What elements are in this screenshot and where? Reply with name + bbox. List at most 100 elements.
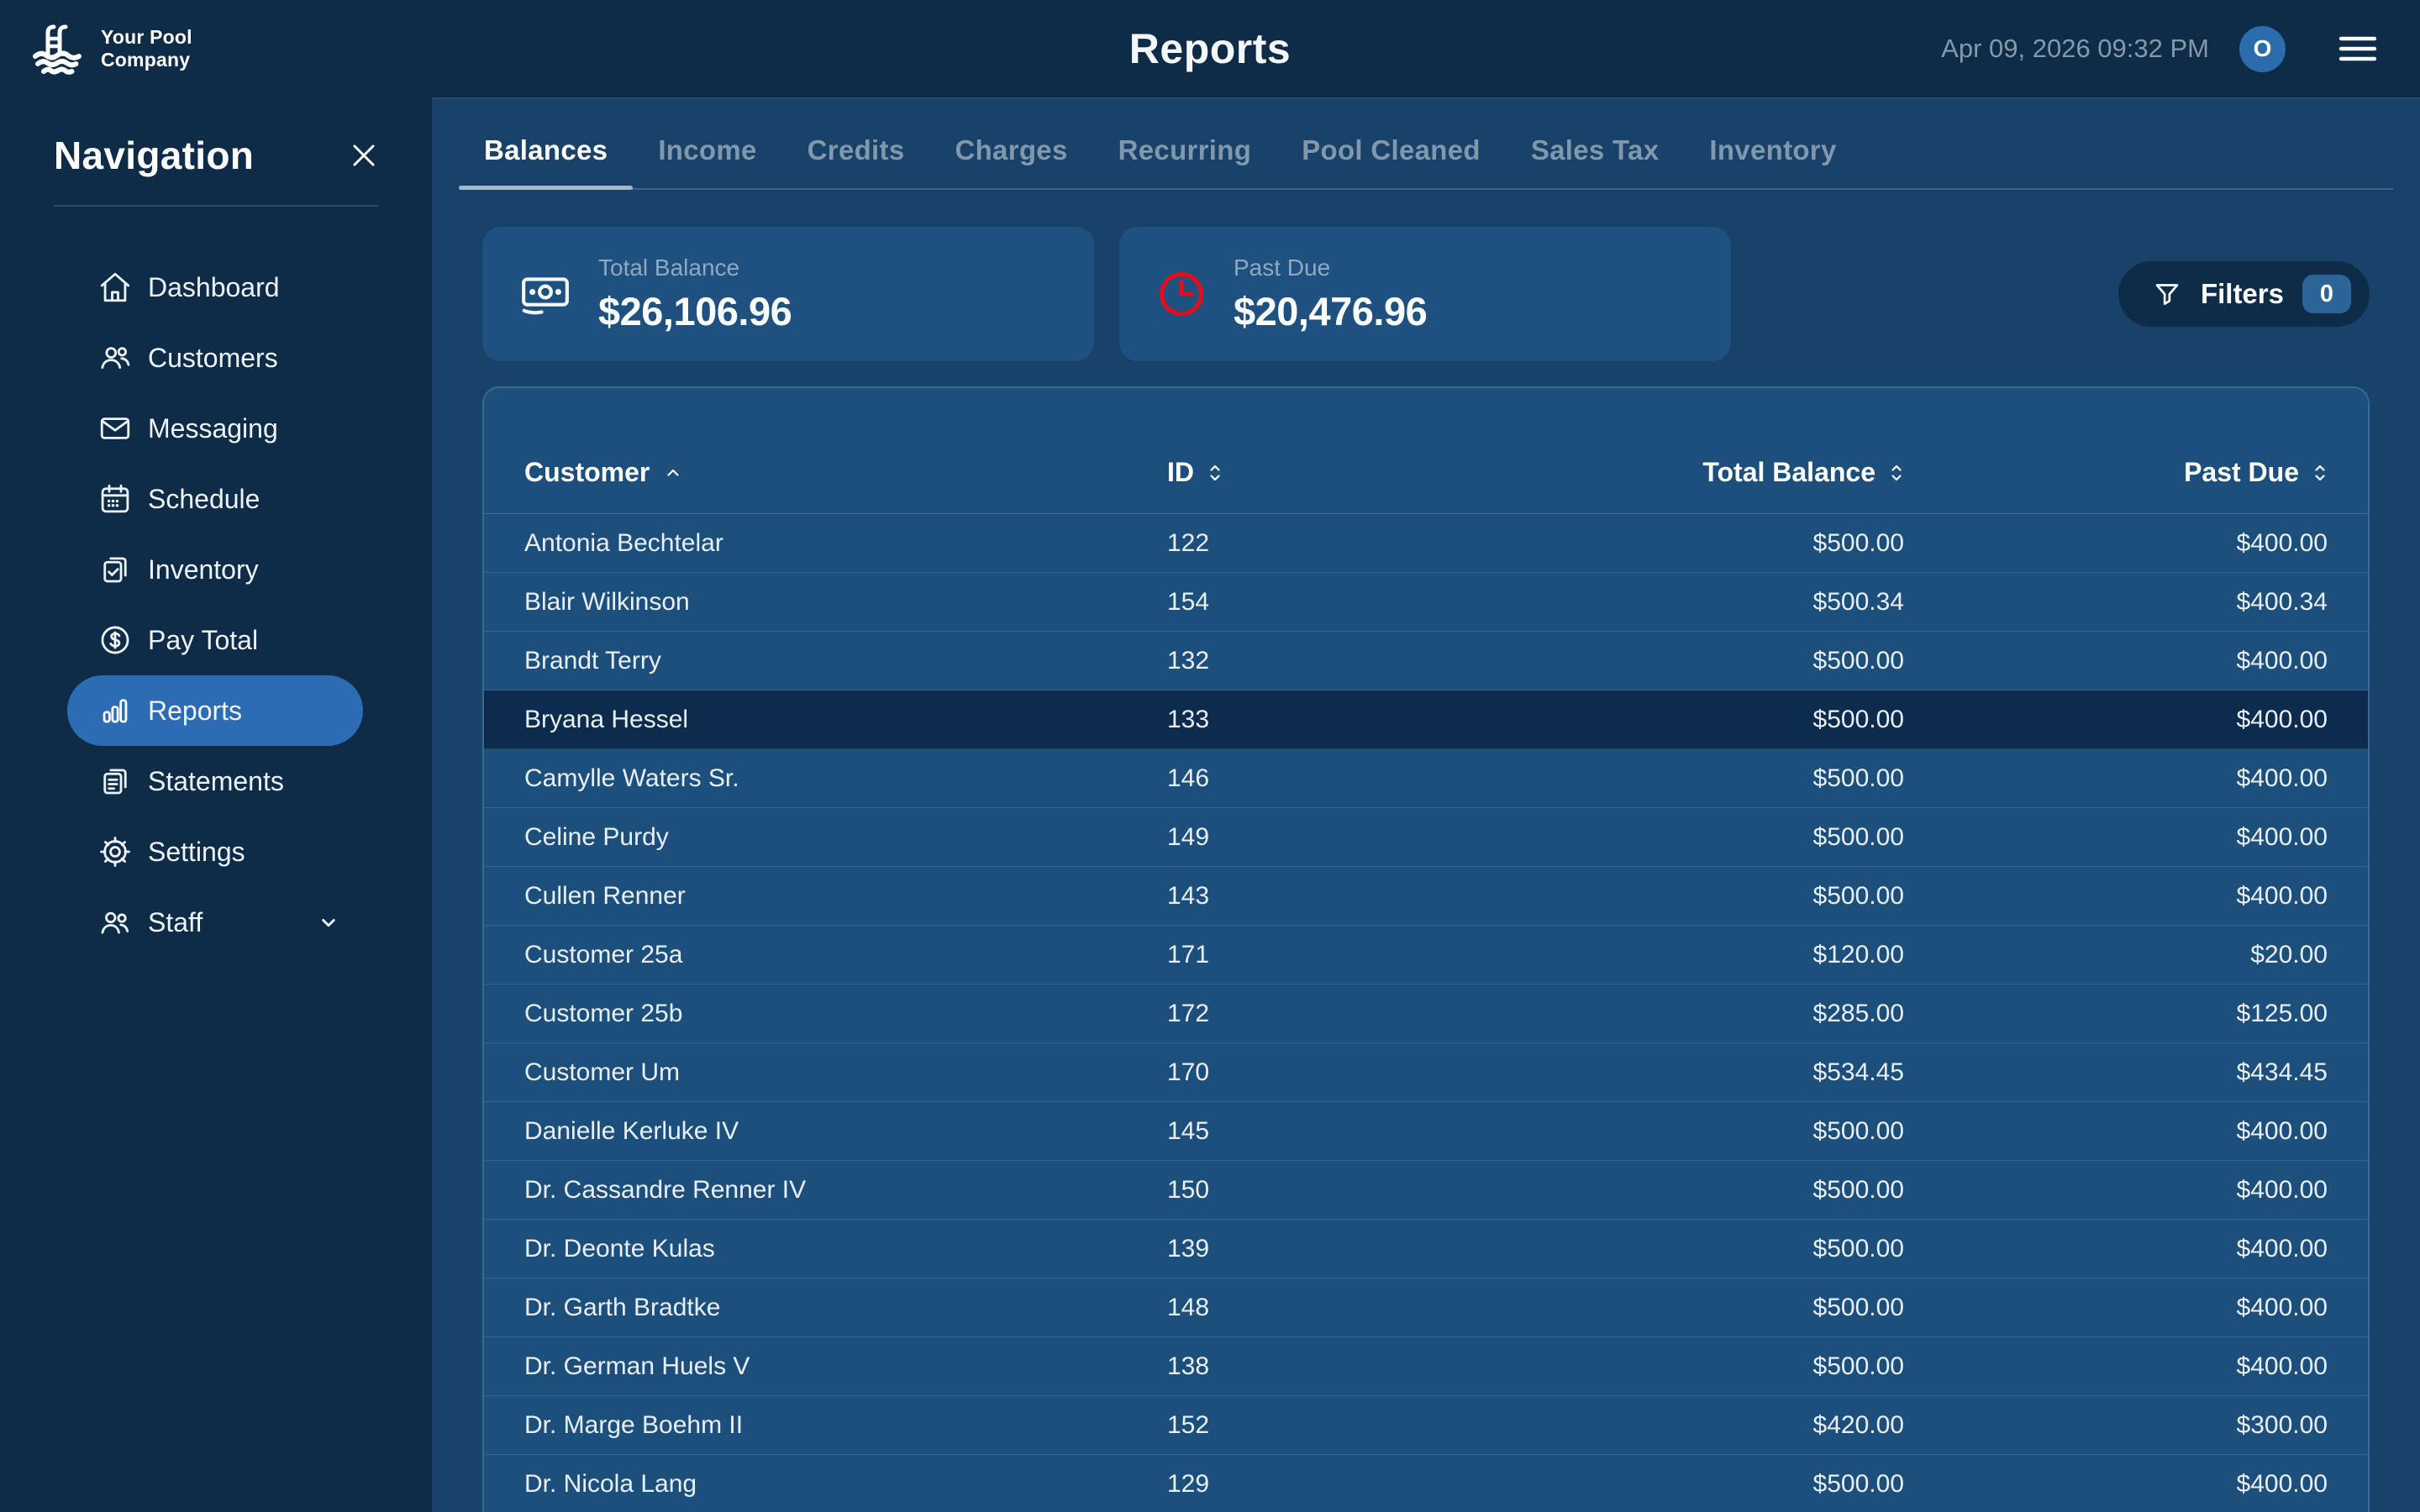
cell-customer: Dr. Cassandre Renner IV: [524, 1175, 807, 1204]
cell-id: 143: [1167, 881, 1210, 910]
tab-sales-tax[interactable]: Sales Tax: [1530, 134, 1660, 165]
sort-both-icon: [1207, 462, 1223, 484]
envelope-icon: [97, 411, 133, 446]
cell-total-balance: $500.00: [1812, 646, 1904, 675]
cell-total-balance: $500.34: [1812, 587, 1904, 616]
table-row[interactable]: Dr. German Huels V 138 $500.00 $400.00: [484, 1337, 2368, 1396]
cell-customer: Celine Purdy: [524, 822, 669, 851]
table-row[interactable]: Dr. Nicola Lang 129 $500.00 $400.00: [484, 1455, 2368, 1512]
tab-charges[interactable]: Charges: [955, 134, 1068, 165]
sidebar-heading: Navigation: [54, 134, 255, 177]
close-icon[interactable]: [348, 139, 380, 171]
sidebar-item-messaging[interactable]: Messaging: [67, 393, 363, 464]
sidebar-divider: [54, 205, 378, 207]
cash-icon: [518, 266, 573, 322]
cell-total-balance: $420.00: [1812, 1410, 1904, 1439]
tab-income[interactable]: Income: [658, 134, 757, 165]
cell-total-balance: $500.00: [1812, 1175, 1904, 1204]
chevron-down-icon[interactable]: [316, 910, 363, 935]
cell-total-balance: $500.00: [1812, 1469, 1904, 1498]
table-row[interactable]: Camylle Waters Sr. 146 $500.00 $400.00: [484, 749, 2368, 808]
hamburger-menu-icon[interactable]: [2338, 32, 2378, 66]
past-due-card: Past Due $20,476.96: [1119, 227, 1731, 361]
cell-customer: Customer Um: [524, 1058, 681, 1086]
sidebar-item-label: Pay Total: [148, 624, 259, 655]
sidebar-item-inventory[interactable]: Inventory: [67, 534, 363, 605]
sidebar-item-pay-total[interactable]: Pay Total: [67, 605, 363, 675]
table-row[interactable]: Antonia Bechtelar 122 $500.00 $400.00: [484, 514, 2368, 573]
cell-id: 149: [1167, 822, 1210, 851]
tab-pool-cleaned[interactable]: Pool Cleaned: [1302, 134, 1481, 165]
cell-past-due: $400.34: [2236, 587, 2328, 616]
cell-total-balance: $500.00: [1812, 1234, 1904, 1263]
top-bar: Your Pool Company Reports Apr 09, 2026 0…: [0, 0, 2420, 97]
gear-icon: [97, 834, 133, 869]
cell-customer: Dr. Garth Bradtke: [524, 1293, 721, 1321]
cell-past-due: $400.00: [2236, 1234, 2328, 1263]
cell-customer: Blair Wilkinson: [524, 587, 690, 616]
datetime-text: Apr 09, 2026 09:32 PM: [1941, 34, 2209, 63]
dollar-circle-icon: [97, 622, 133, 658]
table-row[interactable]: Customer 25b 172 $285.00 $125.00: [484, 984, 2368, 1043]
cell-past-due: $400.00: [2236, 822, 2328, 851]
column-header-customer[interactable]: Customer: [524, 457, 1167, 488]
table-row[interactable]: Blair Wilkinson 154 $500.34 $400.34: [484, 573, 2368, 632]
cell-total-balance: $500.00: [1812, 1293, 1904, 1321]
cell-past-due: $400.00: [2236, 1469, 2328, 1498]
cell-id: 132: [1167, 646, 1210, 675]
column-label: Past Due: [2184, 457, 2299, 487]
logo-line2: Company: [101, 49, 191, 71]
cell-customer: Antonia Bechtelar: [524, 528, 723, 557]
column-label: Total Balance: [1702, 457, 1876, 487]
sidebar-item-customers[interactable]: Customers: [67, 323, 363, 393]
cell-past-due: $434.45: [2236, 1058, 2328, 1086]
sidebar-item-dashboard[interactable]: Dashboard: [67, 252, 363, 323]
column-header-id[interactable]: ID: [1167, 457, 1520, 488]
main-content: Balances Income Credits Charges Recurrin…: [432, 97, 2420, 1512]
table-row[interactable]: Customer Um 170 $534.45 $434.45: [484, 1043, 2368, 1102]
table-row[interactable]: Dr. Garth Bradtke 148 $500.00 $400.00: [484, 1278, 2368, 1337]
filters-button[interactable]: Filters 0: [2118, 261, 2370, 327]
cell-customer: Danielle Kerluke IV: [524, 1116, 739, 1145]
table-row[interactable]: Cullen Renner 143 $500.00 $400.00: [484, 867, 2368, 926]
table-row[interactable]: Bryana Hessel 133 $500.00 $400.00: [484, 690, 2368, 749]
cell-past-due: $400.00: [2236, 881, 2328, 910]
cell-past-due: $400.00: [2236, 1352, 2328, 1380]
page-title: Reports: [1128, 25, 1292, 72]
sidebar-item-label: Customers: [148, 342, 278, 373]
user-avatar[interactable]: O: [2239, 25, 2286, 72]
table-row[interactable]: Dr. Cassandre Renner IV 150 $500.00 $400…: [484, 1161, 2368, 1220]
tab-recurring[interactable]: Recurring: [1118, 134, 1252, 165]
table-body: Antonia Bechtelar 122 $500.00 $400.00 Bl…: [484, 514, 2368, 1512]
sidebar-item-statements[interactable]: Statements: [67, 746, 363, 816]
table-row[interactable]: Brandt Terry 132 $500.00 $400.00: [484, 632, 2368, 690]
column-header-total-balance[interactable]: Total Balance: [1520, 457, 1904, 488]
table-row[interactable]: Dr. Deonte Kulas 139 $500.00 $400.00: [484, 1220, 2368, 1278]
sidebar-item-staff[interactable]: Staff: [67, 887, 363, 958]
cell-past-due: $400.00: [2236, 1175, 2328, 1204]
cell-past-due: $400.00: [2236, 764, 2328, 792]
table-row[interactable]: Dr. Marge Boehm II 152 $420.00 $300.00: [484, 1396, 2368, 1455]
sidebar-item-settings[interactable]: Settings: [67, 816, 363, 887]
balances-table-panel: Customer ID Total Balance: [482, 386, 2370, 1512]
cell-past-due: $400.00: [2236, 646, 2328, 675]
cell-id: 133: [1167, 705, 1210, 733]
tab-balances[interactable]: Balances: [459, 126, 634, 190]
column-header-past-due[interactable]: Past Due: [1904, 457, 2328, 488]
table-row[interactable]: Customer 25a 171 $120.00 $20.00: [484, 926, 2368, 984]
sidebar-item-schedule[interactable]: Schedule: [67, 464, 363, 534]
cell-id: 138: [1167, 1352, 1210, 1380]
cell-past-due: $400.00: [2236, 528, 2328, 557]
sidebar-item-reports[interactable]: Reports: [67, 675, 363, 746]
table-row[interactable]: Celine Purdy 149 $500.00 $400.00: [484, 808, 2368, 867]
cell-customer: Dr. Deonte Kulas: [524, 1234, 715, 1263]
cell-id: 170: [1167, 1058, 1210, 1086]
tab-inventory[interactable]: Inventory: [1709, 134, 1837, 165]
cell-customer: Dr. German Huels V: [524, 1352, 750, 1380]
tab-credits[interactable]: Credits: [807, 134, 905, 165]
cell-past-due: $125.00: [2236, 999, 2328, 1027]
cell-id: 129: [1167, 1469, 1210, 1498]
table-row[interactable]: Danielle Kerluke IV 145 $500.00 $400.00: [484, 1102, 2368, 1161]
total-balance-card: Total Balance $26,106.96: [482, 227, 1094, 361]
cell-customer: Dr. Nicola Lang: [524, 1469, 697, 1498]
